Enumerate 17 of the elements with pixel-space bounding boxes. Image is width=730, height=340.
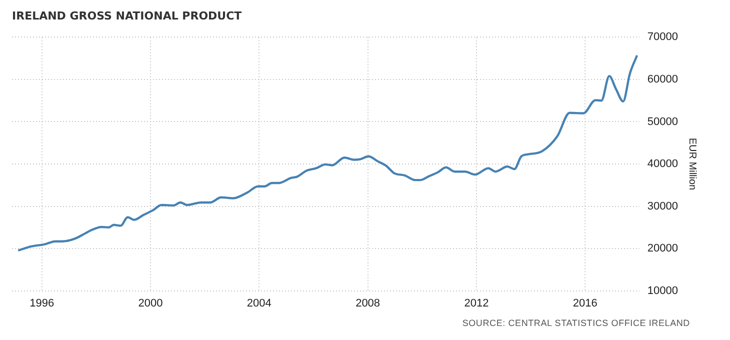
x-tick-label: 2004	[246, 297, 272, 310]
chart-title: IRELAND GROSS NATIONAL PRODUCT	[12, 9, 242, 22]
x-tick-label: 2016	[572, 297, 598, 310]
y-tick-label: 40000	[647, 158, 678, 170]
line-series	[18, 55, 638, 252]
x-tick-label: 1996	[30, 297, 54, 310]
y-tick-label: 60000	[647, 74, 678, 86]
y-tick-label: 20000	[647, 242, 678, 255]
y-tick-label: 70000	[647, 31, 678, 44]
x-tick-label: 2008	[356, 297, 380, 310]
y-tick-label: 30000	[647, 200, 678, 212]
y-tick-label: 50000	[647, 116, 678, 128]
x-tick-label: 2012	[464, 297, 489, 310]
y-tick-label: 10000	[647, 284, 678, 297]
y-axis-title: EUR Million	[686, 138, 698, 190]
source-note: SOURCE: CENTRAL STATISTICS OFFICE IRELAND	[462, 318, 690, 328]
x-tick-label: 2000	[138, 297, 163, 310]
